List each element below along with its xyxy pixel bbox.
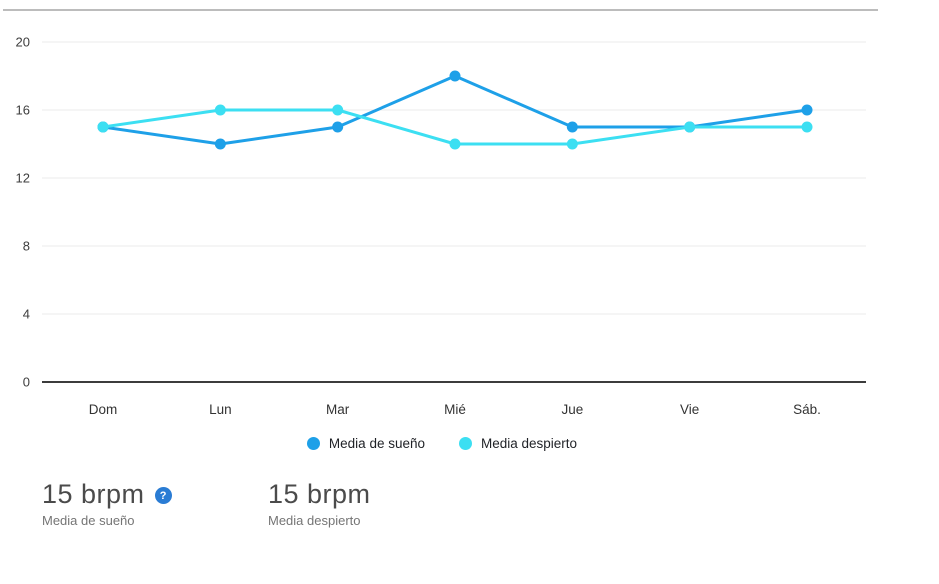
legend-item-media-de-sueno[interactable]: Media de sueño bbox=[306, 435, 425, 451]
legend-dot-awake-icon bbox=[459, 436, 472, 450]
legend-dot-sleep-icon bbox=[306, 436, 320, 450]
y-tick-label: 4 bbox=[23, 307, 30, 322]
data-point[interactable] bbox=[566, 138, 578, 150]
data-point[interactable] bbox=[214, 138, 226, 150]
breathing-rate-chart[interactable]: 0 4 8 12 16 20 Dom Lun Mar Mié Jue Vie Sáb. bbox=[0, 0, 939, 425]
y-tick-label: 20 bbox=[16, 35, 30, 50]
x-tick-label: Mar bbox=[326, 402, 350, 417]
x-tick-label: Vie bbox=[680, 402, 699, 417]
data-point[interactable] bbox=[332, 121, 344, 133]
x-tick-label: Lun bbox=[209, 402, 232, 417]
x-tick-label: Sáb. bbox=[793, 402, 821, 417]
data-point[interactable] bbox=[332, 104, 344, 116]
data-point[interactable] bbox=[97, 121, 109, 133]
chart-legend: Media de sueño Media despierto bbox=[0, 434, 884, 452]
stat-awake-label: Media despierto bbox=[268, 512, 361, 528]
data-point[interactable] bbox=[214, 104, 226, 116]
data-point[interactable] bbox=[801, 121, 813, 133]
data-point[interactable] bbox=[449, 70, 461, 82]
stat-awake-value: 15 brpm bbox=[268, 479, 371, 509]
y-tick-label: 8 bbox=[23, 239, 30, 254]
y-tick-label: 16 bbox=[16, 103, 30, 118]
x-tick-label: Mié bbox=[444, 402, 466, 417]
stat-awake-average: 15 brpm Media despierto bbox=[268, 479, 371, 528]
data-point[interactable] bbox=[684, 121, 696, 133]
stat-sleep-label: Media de sueño bbox=[42, 512, 135, 528]
legend-label-awake: Media despierto bbox=[481, 435, 578, 451]
y-tick-label: 0 bbox=[23, 375, 30, 390]
line-chart-canvas[interactable]: 0 4 8 12 16 20 Dom Lun Mar Mié Jue Vie Sáb. bbox=[0, 0, 939, 425]
stat-sleep-value: 15 brpm bbox=[42, 479, 145, 509]
summary-stats: 15 brpm ? Media de sueño 15 brpm Media d… bbox=[0, 479, 939, 540]
data-point[interactable] bbox=[449, 138, 461, 150]
x-tick-label: Dom bbox=[89, 402, 118, 417]
y-tick-label: 12 bbox=[16, 171, 30, 186]
data-point[interactable] bbox=[801, 104, 813, 116]
data-point[interactable] bbox=[566, 121, 578, 133]
legend-item-media-despierto[interactable]: Media despierto bbox=[459, 436, 577, 451]
stat-sleep-average: 15 brpm ? Media de sueño bbox=[42, 479, 172, 528]
legend-label-sleep: Media de sueño bbox=[328, 435, 425, 451]
x-tick-label: Jue bbox=[561, 402, 583, 417]
help-icon[interactable]: ? bbox=[154, 487, 172, 505]
